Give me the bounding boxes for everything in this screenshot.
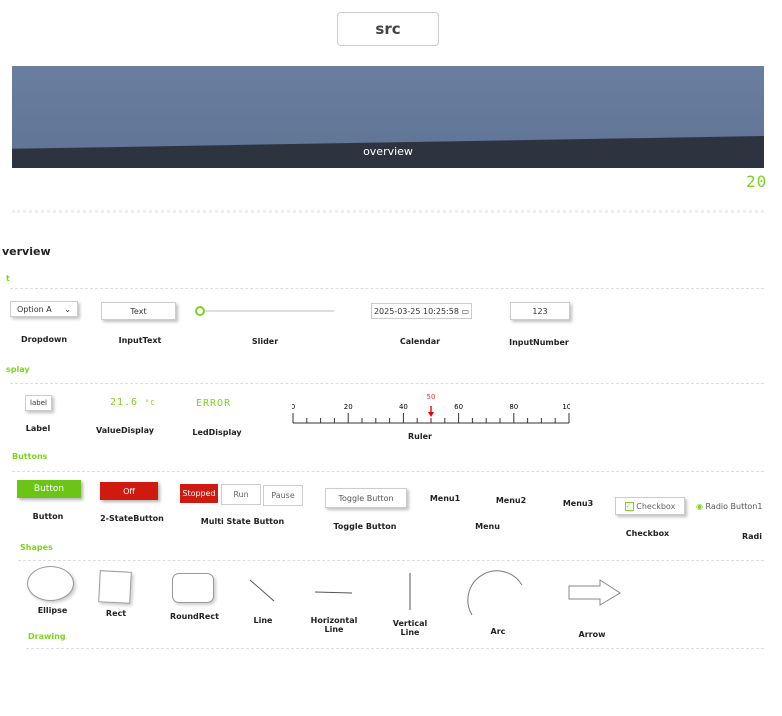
value-display: 21.6 °C <box>110 397 156 408</box>
toggle-button[interactable]: Toggle Button <box>325 488 407 508</box>
section-display-title: splay <box>6 365 30 374</box>
horizontal-line-shape <box>314 591 353 594</box>
page-title: verview <box>2 245 51 258</box>
menu-item-3[interactable]: Menu3 <box>562 499 594 508</box>
shape-label: Arc <box>490 627 506 636</box>
shape-label: RoundRect <box>170 612 219 621</box>
input-text[interactable]: Text <box>101 302 176 320</box>
section-shapes-title: Shapes <box>20 543 53 552</box>
multi-state-pause[interactable]: Pause <box>263 485 303 506</box>
two-state-button[interactable]: Off <box>100 482 158 500</box>
src-button[interactable]: src <box>337 12 439 46</box>
ruler-label: Ruler <box>408 432 432 441</box>
button-label: Button <box>32 512 64 521</box>
input-number-label: InputNumber <box>509 338 569 347</box>
ruler-marker-value: 50 <box>426 393 436 401</box>
ruler-tick-label: 80 <box>509 403 518 411</box>
calendar-input[interactable]: 2025-03-25 10:25:58 ▭ <box>371 303 472 319</box>
ruler-tick-label: 40 <box>399 403 408 411</box>
label-label: Label <box>25 424 51 433</box>
chevron-down-icon: ⌄ <box>64 304 71 314</box>
multi-state-run[interactable]: Run <box>221 484 261 505</box>
banner-caption: overview <box>363 145 413 158</box>
section-drawing-title: Drawing <box>28 632 66 641</box>
dropdown-label: Dropdown <box>20 335 68 344</box>
ruler: 0 20 40 60 80 100 50 <box>291 393 576 428</box>
divider <box>10 288 764 289</box>
two-state-label: 2-StateButton <box>100 514 164 523</box>
checkbox-text: Checkbox <box>636 501 676 511</box>
checkbox[interactable]: ✓ Checkbox <box>615 497 685 515</box>
rect-shape <box>98 570 132 604</box>
led-display: ERROR <box>196 398 232 409</box>
unit: °C <box>145 399 156 407</box>
section-input-title: t <box>6 274 10 283</box>
radio-button[interactable]: ◉ Radio Button1 <box>696 502 762 511</box>
calendar-icon[interactable]: ▭ <box>461 306 470 316</box>
divider <box>10 383 764 384</box>
menu-label: Menu <box>475 522 500 531</box>
ruler-tick-label: 0 <box>292 403 295 411</box>
divider <box>18 560 764 561</box>
ruler-tick-label: 60 <box>454 403 463 411</box>
radio-label: Radi <box>742 532 763 541</box>
slider-handle[interactable] <box>195 306 205 316</box>
checkbox-label: Checkbox <box>625 529 670 538</box>
shape-label: Line <box>253 616 273 625</box>
ruler-tick-label: 20 <box>344 403 353 411</box>
value: 21.6 <box>110 397 139 408</box>
shape-label: Vertical Line <box>392 619 428 637</box>
shape-label: Horizontal Line <box>310 616 358 634</box>
divider <box>26 648 764 649</box>
checkbox-check-icon: ✓ <box>624 501 634 511</box>
line-shape <box>249 579 275 602</box>
ellipse-shape <box>27 566 74 601</box>
multi-state-label: Multi State Button <box>200 517 285 526</box>
divider <box>12 471 764 472</box>
dropdown-value: Option A <box>17 304 52 314</box>
section-buttons-title: Buttons <box>12 452 48 461</box>
multi-state-stopped[interactable]: Stopped <box>180 484 218 503</box>
slider-label: Slider <box>251 337 279 346</box>
banner-led: 20 <box>746 172 768 191</box>
arc-shape <box>467 570 523 616</box>
label-widget: label <box>25 395 52 411</box>
button[interactable]: Button <box>17 480 81 498</box>
dropdown[interactable]: Option A ⌄ <box>10 301 78 317</box>
ruler-tick-label: 100 <box>562 403 570 411</box>
toggle-button-label: Toggle Button <box>333 522 397 531</box>
shape-label: Arrow <box>578 630 606 639</box>
ruler-marker-icon <box>428 406 434 417</box>
calendar-label: Calendar <box>399 337 441 346</box>
shape-label: Ellipse <box>37 606 68 615</box>
slider[interactable] <box>198 310 334 312</box>
led-display-label: LedDisplay <box>192 428 242 437</box>
shapes-svg <box>249 570 621 616</box>
calendar-value: 2025-03-25 10:25:58 <box>373 306 459 316</box>
radio-selected-icon: ◉ <box>696 502 703 511</box>
menu-item-1[interactable]: Menu1 <box>429 494 461 503</box>
shape-label: Rect <box>105 609 127 618</box>
value-display-label: ValueDisplay <box>96 426 154 435</box>
menu-item-2[interactable]: Menu2 <box>495 496 527 505</box>
divider <box>12 210 764 213</box>
input-text-label: InputText <box>118 336 162 345</box>
arrow-shape <box>568 579 621 606</box>
roundrect-shape <box>172 573 214 603</box>
radio-text: Radio Button1 <box>705 502 763 511</box>
input-number[interactable]: 123 <box>510 302 570 320</box>
